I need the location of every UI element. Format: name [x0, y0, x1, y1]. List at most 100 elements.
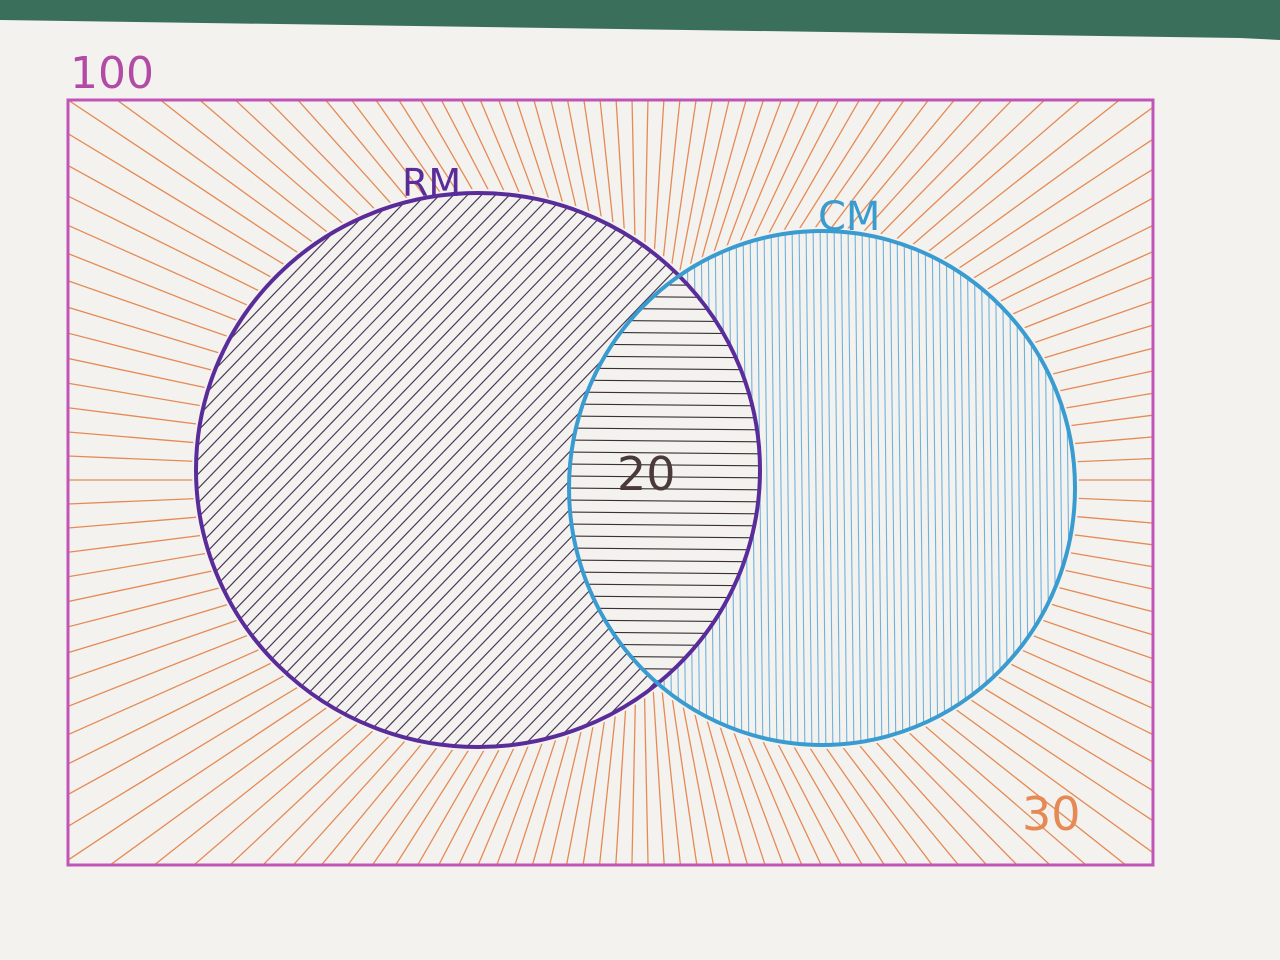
intersection-value-label: 20: [617, 447, 676, 501]
hatch-line: [700, 231, 708, 745]
hatch-line: [665, 100, 697, 303]
hatch-line: [533, 100, 593, 308]
hatch-line: [514, 650, 586, 865]
hatch-line: [702, 100, 783, 312]
hatch-line: [966, 231, 974, 745]
hatch-line: [765, 607, 1018, 865]
hatch-line: [945, 231, 953, 745]
hatch-line: [509, 193, 760, 747]
hatch-line: [68, 455, 461, 474]
hatch-line: [987, 231, 995, 745]
universal-set-frame: [66, 98, 1155, 867]
hatch-line: [375, 100, 538, 333]
hatch-line: [68, 195, 480, 401]
hatch-line: [729, 635, 864, 865]
hatch-line: [658, 658, 682, 865]
hatch-line: [722, 100, 840, 322]
hatch-line: [797, 566, 1153, 763]
outside-value-label: 30: [1022, 787, 1081, 841]
hatch-line: [687, 100, 747, 308]
hatch-line: [818, 494, 1153, 524]
hatch-line: [192, 596, 505, 865]
hatch-line: [68, 164, 483, 394]
hatch-line: [313, 193, 760, 747]
hatch-line: [569, 463, 760, 467]
hatch-line: [551, 193, 760, 747]
hatch-line: [419, 100, 551, 325]
hatch-line: [68, 531, 469, 654]
hatch-line: [196, 193, 413, 747]
hatch-line: [819, 231, 827, 745]
hatch-line: [722, 638, 843, 865]
hatch-line: [350, 100, 532, 338]
hatch-line: [196, 193, 385, 747]
hatch-line: [803, 250, 1153, 408]
rm-set-label: RM: [402, 161, 461, 205]
hatch-line: [299, 193, 760, 747]
hatch-line: [687, 652, 749, 865]
hatch-line: [196, 193, 581, 747]
hatch-line: [643, 100, 649, 301]
hatch-line: [569, 535, 760, 539]
hatch-line: [715, 100, 820, 318]
hatch-line: [201, 193, 760, 747]
hatch-line: [196, 193, 483, 747]
hatch-line: [735, 100, 882, 329]
hatch-line: [815, 370, 1153, 444]
hatch-line: [68, 494, 462, 529]
hatch-line: [324, 100, 526, 342]
rm-set-circle: [194, 191, 762, 749]
hatch-line: [765, 100, 1014, 353]
hatch-line: [748, 100, 930, 338]
hatch-line: [742, 100, 905, 333]
hatch-line: [569, 391, 760, 395]
hatch-line: [826, 231, 834, 745]
hatch-line: [599, 100, 622, 302]
hatch-line: [355, 193, 760, 747]
hatch-line: [582, 657, 615, 865]
hatch-line: [784, 106, 1153, 375]
hatch-line: [229, 602, 510, 865]
hatch-line: [68, 407, 463, 459]
hatch-line: [196, 193, 525, 747]
hatch-line: [903, 231, 911, 745]
hatch-line: [68, 572, 487, 828]
hatch-line: [686, 231, 694, 745]
hatch-line: [196, 193, 651, 747]
hatch-line: [789, 578, 1153, 822]
hatch-line: [910, 231, 918, 745]
hatch-line: [68, 501, 463, 553]
hatch-line: [931, 231, 939, 745]
hatch-line: [565, 656, 607, 865]
hatch-line: [759, 613, 988, 865]
hatch-line: [615, 658, 630, 865]
hatch-line: [793, 168, 1153, 388]
hatch-line: [803, 552, 1153, 710]
hatch-line: [566, 100, 607, 304]
hatch-line: [833, 231, 841, 745]
hatch-line: [565, 193, 760, 747]
hatch-line: [784, 231, 792, 745]
hatch-line: [196, 193, 595, 747]
hatch-line: [68, 552, 477, 736]
hatch-line: [714, 231, 722, 745]
paper-sheet: [0, 20, 1280, 960]
hatch-line: [770, 231, 778, 745]
hatch-line: [369, 193, 760, 747]
hatch-line: [569, 511, 760, 515]
hatch-line: [196, 193, 469, 747]
hatch-line: [917, 231, 925, 745]
hatch-line: [425, 193, 760, 747]
hatch-line: [411, 193, 760, 747]
hatch-line: [467, 193, 760, 747]
hatch-line: [816, 392, 1153, 451]
hatch-line: [806, 545, 1153, 684]
hatch-line: [658, 231, 666, 745]
hatch-line: [68, 100, 491, 382]
hatch-line: [68, 538, 471, 680]
hatch-line: [479, 100, 571, 315]
hatch-line: [108, 585, 496, 865]
hatch-line: [680, 100, 730, 306]
hatch-line: [805, 231, 813, 745]
hatch-line: [868, 231, 876, 745]
